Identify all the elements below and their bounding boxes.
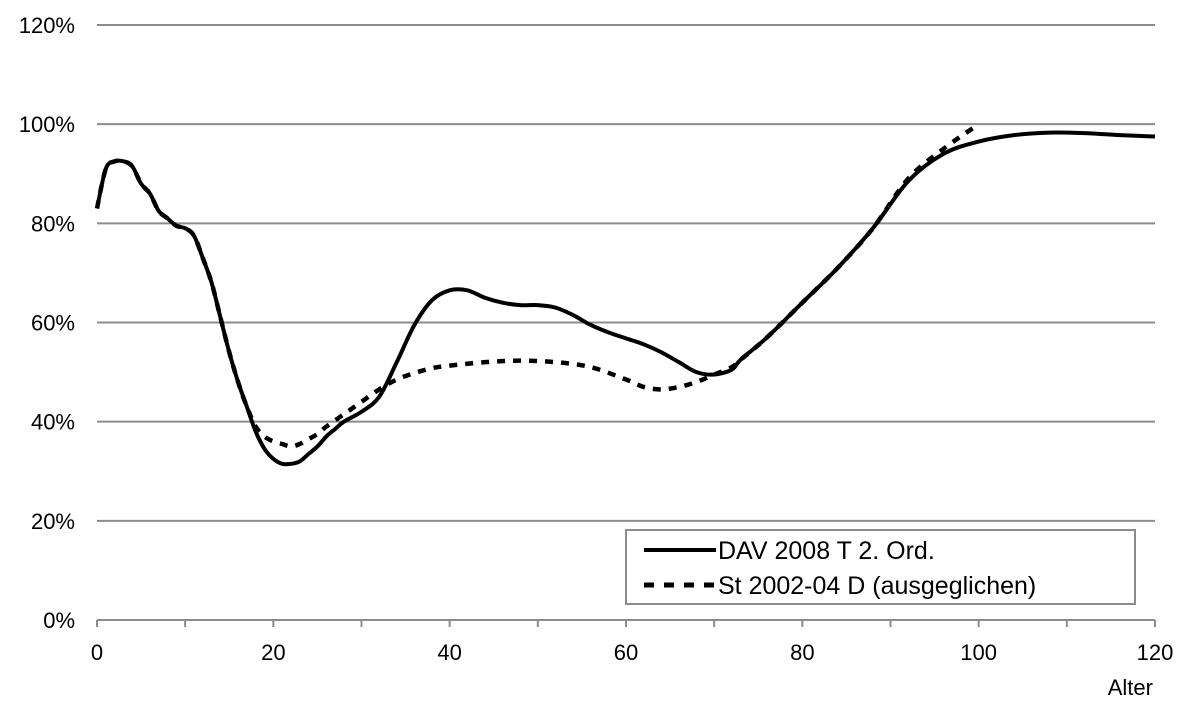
grid-lines [97,24,1155,522]
legend-label-1: DAV 2008 T 2. Ord. [718,537,935,565]
x-tick-label: 120 [1137,640,1174,665]
series-lines [94,122,1156,467]
x-tick-label: 40 [437,640,461,665]
x-tick-label: 60 [614,640,638,665]
x-tick-label: 80 [790,640,814,665]
legend: DAV 2008 T 2. Ord. St 2002-04 D (ausgegli… [625,529,1136,605]
series-line-st-2002-04 [94,122,980,449]
y-tick-label: 120% [19,13,75,38]
y-tick-label: 100% [19,112,75,137]
legend-box [625,529,1136,605]
y-tick-label: 40% [31,410,75,435]
x-tick-label: 20 [261,640,285,665]
y-tick-label: 80% [31,211,75,236]
axes [96,619,1156,627]
x-tick-label: 0 [91,640,103,665]
x-axis-label: Alter [1108,675,1153,700]
y-tick-label: 20% [31,509,75,534]
series-line-dav-2008 [95,130,1156,467]
y-tick-label: 0% [43,608,75,633]
x-tick-label: 100 [960,640,997,665]
tick-labels: 0% 20% 40% 60% 80% 100% 120% 0 20 40 60 80 100 120 Alt… [19,13,1174,700]
y-tick-label: 60% [31,311,75,336]
legend-label-2: St 2002-04 D (ausgeglichen) [718,572,1036,600]
